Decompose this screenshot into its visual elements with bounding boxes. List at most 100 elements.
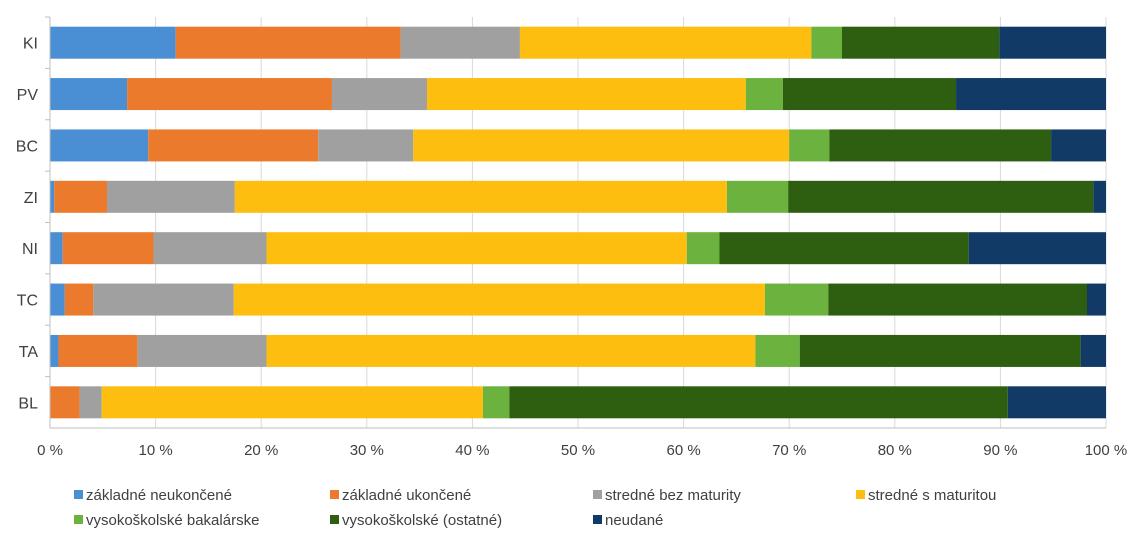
legend-label: vysokoškolské bakalárske bbox=[86, 512, 259, 529]
bar-segment bbox=[153, 232, 267, 265]
bar-segment bbox=[842, 26, 1000, 59]
bar-segment bbox=[64, 283, 94, 316]
bar-segment bbox=[686, 232, 720, 265]
legend-item: neudané bbox=[593, 512, 663, 529]
bar-segment bbox=[745, 78, 783, 111]
legend-label: neudané bbox=[605, 512, 663, 529]
bar-segment bbox=[175, 26, 401, 59]
legend-swatch bbox=[856, 490, 865, 499]
x-tick-label: 40 % bbox=[455, 442, 489, 459]
bar-segment bbox=[956, 78, 1106, 111]
legend-label: stredné s maturitou bbox=[868, 487, 996, 504]
bar-segment bbox=[764, 283, 829, 316]
bar-segment bbox=[413, 129, 790, 162]
bar-segment bbox=[519, 26, 812, 59]
legend-item: základné neukončené bbox=[74, 487, 232, 504]
bar-segment bbox=[482, 386, 510, 419]
bar-segment bbox=[50, 129, 149, 162]
x-tick-label: 60 % bbox=[666, 442, 700, 459]
bar-segment bbox=[1080, 334, 1106, 367]
x-tick-label: 50 % bbox=[561, 442, 595, 459]
bar-segment bbox=[266, 334, 756, 367]
bar-segment bbox=[788, 180, 1094, 213]
legend-item: základné ukončené bbox=[330, 487, 471, 504]
x-tick-label: 10 % bbox=[138, 442, 172, 459]
bar-segment bbox=[58, 334, 138, 367]
legend-label: stredné bez maturity bbox=[605, 487, 741, 504]
bar-segment bbox=[829, 129, 1052, 162]
bar-segment bbox=[331, 78, 427, 111]
bar-segment bbox=[266, 232, 687, 265]
y-tick-label: BL bbox=[18, 395, 38, 412]
legend-item: vysokoškolské (ostatné) bbox=[330, 512, 502, 529]
legend-item: stredné s maturitou bbox=[856, 487, 996, 504]
bar-segment bbox=[233, 283, 765, 316]
x-tick-label: 20 % bbox=[244, 442, 278, 459]
y-tick-label: KI bbox=[23, 36, 38, 53]
bar-segment bbox=[811, 26, 842, 59]
x-tick-label: 30 % bbox=[350, 442, 384, 459]
x-tick-label: 100 % bbox=[1085, 442, 1128, 459]
bar-segment bbox=[968, 232, 1106, 265]
bar-segment bbox=[79, 386, 102, 419]
legend-label: základné ukončené bbox=[342, 487, 471, 504]
axes: 0 % 10 % 20 % 30 % 40 % 50 % 60 % 70 % 80 % 90 % 1… bbox=[16, 16, 1128, 459]
bar-segment bbox=[107, 180, 235, 213]
y-tick-label: NI bbox=[22, 241, 38, 258]
legend: základné neukončené základné ukončené stre… bbox=[74, 487, 996, 529]
bar-segment bbox=[137, 334, 267, 367]
bar-segment bbox=[127, 78, 332, 111]
bar-segment bbox=[101, 386, 483, 419]
y-tick-label: PV bbox=[17, 87, 39, 104]
legend-swatch bbox=[593, 515, 602, 524]
x-tick-label: 70 % bbox=[772, 442, 806, 459]
bar-segment bbox=[789, 129, 830, 162]
bar-segment bbox=[50, 180, 55, 213]
bar-segment bbox=[799, 334, 1081, 367]
bar-segment bbox=[509, 386, 1008, 419]
bar-segment bbox=[726, 180, 789, 213]
legend-swatch bbox=[330, 490, 339, 499]
y-tick-label: ZI bbox=[24, 190, 38, 207]
legend-swatch bbox=[593, 490, 602, 499]
legend-item: vysokoškolské bakalárske bbox=[74, 512, 259, 529]
bar-segment bbox=[234, 180, 727, 213]
bar-segment bbox=[426, 78, 746, 111]
legend-swatch bbox=[74, 515, 83, 524]
legend-label: vysokoškolské (ostatné) bbox=[342, 512, 502, 529]
bar-segment bbox=[54, 180, 108, 213]
bar-segment bbox=[1093, 180, 1106, 213]
bar-segment bbox=[1007, 386, 1106, 419]
x-tick-label: 90 % bbox=[983, 442, 1017, 459]
bar-segment bbox=[50, 386, 80, 419]
bar-segment bbox=[50, 78, 128, 111]
y-tick-label: BC bbox=[16, 138, 38, 155]
bar-segment bbox=[318, 129, 414, 162]
y-tick-label: TA bbox=[19, 344, 39, 361]
bar-segment bbox=[755, 334, 800, 367]
legend-swatch bbox=[330, 515, 339, 524]
x-tick-label: 0 % bbox=[37, 442, 63, 459]
bar-segment bbox=[782, 78, 957, 111]
bar-segment bbox=[828, 283, 1087, 316]
bar-segment bbox=[62, 232, 154, 265]
bar-segment bbox=[1051, 129, 1106, 162]
bar-segment bbox=[50, 283, 65, 316]
bar-segment bbox=[400, 26, 520, 59]
bar-segment bbox=[999, 26, 1106, 59]
bar-segment bbox=[50, 26, 176, 59]
x-tick-label: 80 % bbox=[878, 442, 912, 459]
bars bbox=[50, 26, 1106, 419]
bar-segment bbox=[719, 232, 969, 265]
legend-swatch bbox=[74, 490, 83, 499]
legend-label: základné neukončené bbox=[86, 487, 232, 504]
bar-segment bbox=[148, 129, 319, 162]
y-tick-label: TC bbox=[17, 293, 38, 310]
bar-segment bbox=[93, 283, 234, 316]
bar-segment bbox=[50, 232, 63, 265]
legend-item: stredné bez maturity bbox=[593, 487, 741, 504]
bar-segment bbox=[1086, 283, 1106, 316]
bar-segment bbox=[50, 334, 59, 367]
